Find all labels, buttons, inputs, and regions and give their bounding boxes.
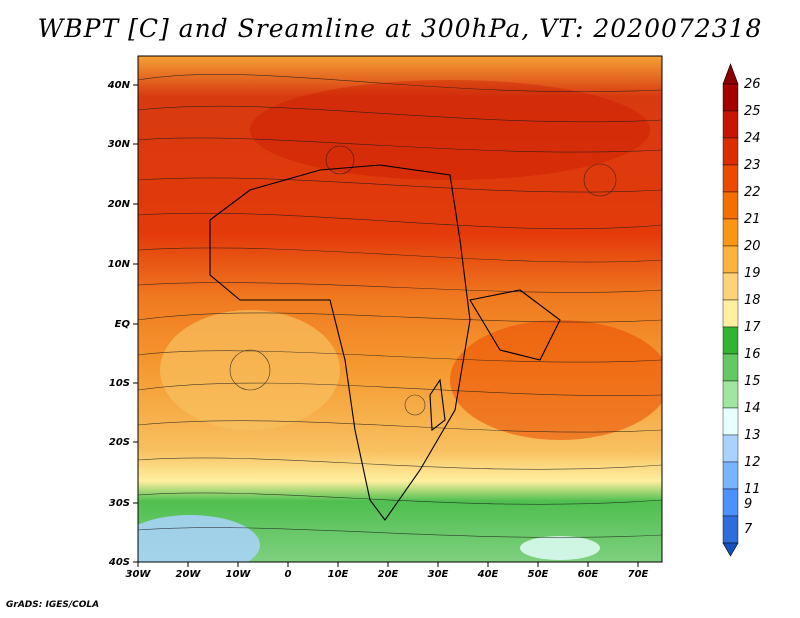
colorbar-swatch — [722, 110, 739, 139]
colorbar-label: 26 — [744, 77, 761, 92]
streamlines — [138, 74, 662, 538]
colorbar-label: 23 — [744, 158, 761, 173]
colorbar-label: 7 — [744, 522, 753, 537]
lon-tick: 50E — [528, 569, 549, 580]
colorbar-label: 9 — [744, 497, 752, 512]
longitude-axis: 30W 20W 10W 0 10E 20E 30E 40E 50E 60E 70… — [126, 562, 649, 580]
colorbar-label: 20 — [744, 239, 761, 254]
colorbar-label: 25 — [744, 104, 761, 119]
lon-tick: 20E — [378, 569, 399, 580]
colorbar-top-arrow — [722, 63, 739, 85]
colorbar-swatch — [722, 515, 739, 544]
colorbar-swatch — [722, 353, 739, 382]
colorbar-swatch — [722, 191, 739, 220]
latitude-axis: 40N 30N 20N 10N EQ 10S 20S 30S 40S — [107, 80, 138, 568]
lat-tick: 30N — [108, 139, 131, 150]
coastlines — [209, 164, 561, 521]
colorbar-swatch — [722, 137, 739, 166]
map-frame — [137, 55, 663, 563]
colorbar-swatch — [722, 434, 739, 463]
lat-tick: EQ — [115, 319, 131, 330]
colorbar-label: 22 — [744, 185, 761, 200]
colorbar-swatch — [722, 380, 739, 409]
lat-tick: 20S — [109, 437, 130, 448]
temperature-field — [138, 56, 662, 562]
colorbar-swatch — [722, 299, 739, 328]
colorbar-label: 24 — [744, 131, 761, 146]
lon-tick: 40E — [477, 569, 499, 580]
lon-tick: 10W — [226, 569, 252, 580]
colorbar-bottom-arrow — [722, 542, 739, 557]
lon-tick: 10E — [328, 569, 349, 580]
lat-tick: 40N — [107, 80, 131, 91]
colorbar-label: 21 — [744, 212, 761, 227]
colorbar-swatch — [722, 83, 739, 112]
colorbar-label: 14 — [744, 401, 761, 416]
lat-tick: 20N — [108, 199, 131, 210]
lon-tick: 70E — [628, 569, 649, 580]
lon-tick: 30E — [428, 569, 449, 580]
colorbar-swatch — [722, 407, 739, 436]
colorbar-label: 17 — [744, 320, 761, 335]
lon-tick: 30W — [126, 569, 152, 580]
lon-tick: 20W — [176, 569, 202, 580]
colorbar-swatch — [722, 488, 739, 517]
colorbar-label: 12 — [744, 455, 761, 470]
credit-label: GrADS: IGES/COLA — [6, 600, 100, 610]
lat-tick: 30S — [109, 498, 130, 509]
colorbar-swatch — [722, 164, 739, 193]
colorbar-label: 19 — [744, 266, 761, 281]
lon-tick: 0 — [285, 569, 292, 580]
lat-tick: 40S — [108, 557, 130, 568]
colorbar-swatch — [722, 461, 739, 490]
colorbar-label: 18 — [744, 293, 761, 308]
map-area — [138, 56, 662, 562]
colorbar-swatch — [722, 326, 739, 355]
colorbar-label: 13 — [744, 428, 761, 443]
lat-tick: 10N — [108, 259, 131, 270]
map-title: WBPT [C] and Sreamline at 300hPa, VT: 20… — [37, 14, 763, 43]
colorbar-label: 11 — [744, 482, 761, 497]
colorbar-label: 15 — [744, 374, 761, 389]
colorbar-label: 16 — [744, 347, 761, 362]
lon-tick: 60E — [578, 569, 599, 580]
colorbar-swatch — [722, 272, 739, 301]
lat-tick: 10S — [109, 378, 130, 389]
colorbar: 26 25 24 23 22 21 20 19 18 17 16 15 14 1… — [722, 63, 761, 557]
colorbar-swatch — [722, 245, 739, 274]
colorbar-swatch — [722, 218, 739, 247]
